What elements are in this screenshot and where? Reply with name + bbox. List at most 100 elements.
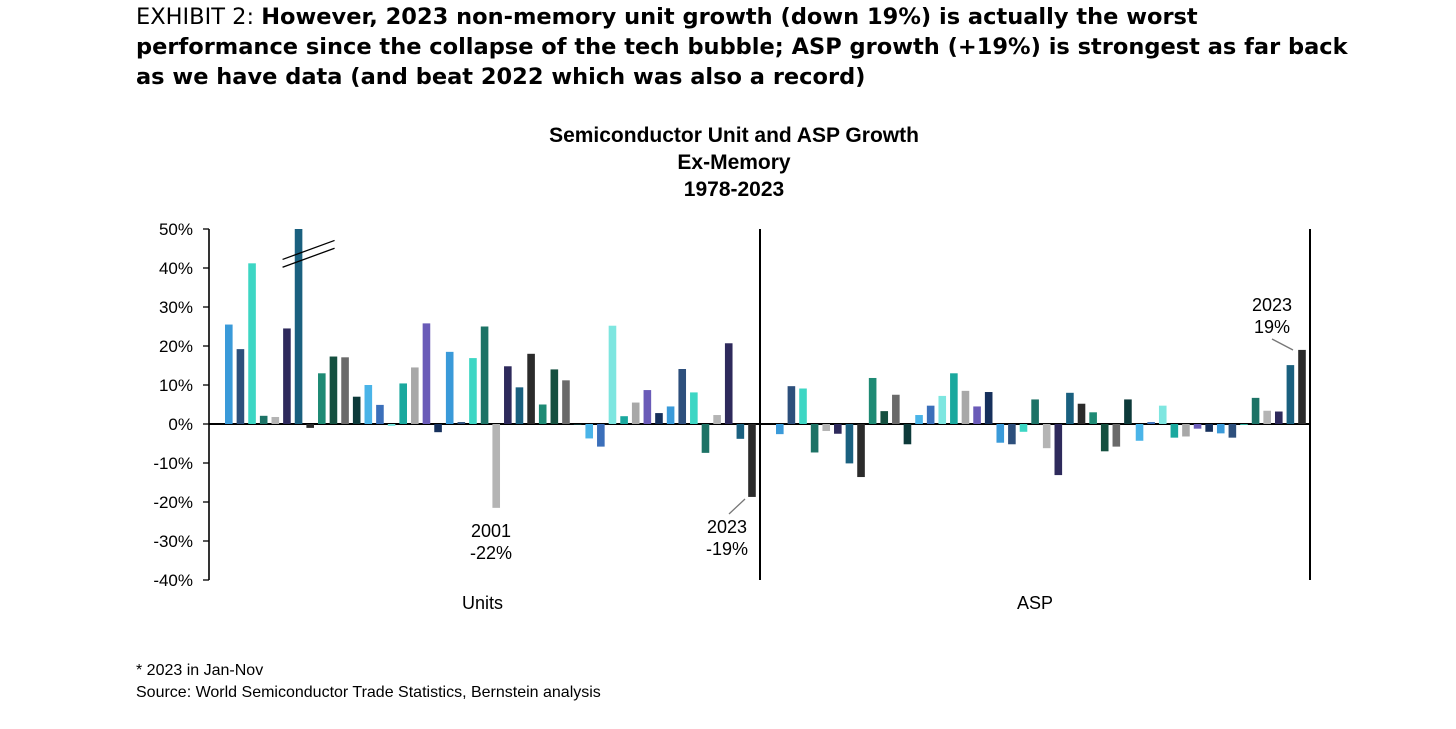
unit-asp-growth-chart: Semiconductor Unit and ASP Growth Ex-Memo… [153, 124, 1311, 613]
annotation-leader-units-2023 [728, 498, 746, 515]
bar-units-1986 [318, 373, 326, 424]
bar-units-2021 [724, 343, 733, 424]
bar-asp-1998 [1008, 424, 1016, 445]
bar-asp-1992 [938, 395, 947, 424]
bar-units-1981 [259, 415, 268, 424]
bar-asp-1985 [857, 424, 865, 478]
bar-asp-1986 [868, 377, 877, 424]
y-tick-label: 40% [159, 259, 193, 278]
y-tick-label: -10% [153, 454, 193, 473]
chart-title-line-1: Semiconductor Unit and ASP Growth [549, 124, 919, 147]
chart-title-line-3: 1978-2023 [684, 178, 784, 201]
bar-units-2008 [573, 424, 582, 425]
bar-asp-1993 [950, 373, 958, 424]
chart-notes: * 2023 in Jan-Nov Source: World Semicond… [136, 660, 601, 704]
bar-units-2023 [748, 424, 756, 497]
bar-units-2009 [585, 424, 594, 439]
bar-asp-2015 [1205, 424, 1213, 432]
y-tick-label: 50% [159, 220, 193, 239]
bar-asp-2008 [1124, 399, 1132, 424]
bar-asp-2004 [1077, 403, 1086, 424]
bar-units-1984 [294, 229, 303, 424]
bar-units-2013 [631, 402, 640, 424]
bar-asp-2001 [1042, 424, 1051, 449]
bar-units-1987 [329, 356, 338, 424]
bar-units-2016 [666, 406, 675, 424]
bar-asp-2012 [1170, 424, 1179, 438]
bar-units-1992 [387, 424, 396, 426]
bar-units-2020 [713, 415, 721, 424]
bar-asp-2003 [1066, 392, 1074, 424]
bar-asp-2018 [1240, 424, 1248, 425]
bar-units-1991 [376, 404, 384, 424]
bar-asp-1991 [926, 405, 935, 424]
bar-asp-1980 [799, 388, 807, 424]
bar-units-1982 [271, 416, 280, 424]
bar-asp-1981 [810, 424, 819, 453]
bar-asp-2009 [1135, 424, 1144, 441]
bar-units-2007 [562, 380, 570, 424]
bar-units-2011 [608, 325, 617, 424]
bar-units-2001 [492, 424, 501, 508]
bar-units-1999 [469, 358, 477, 424]
bar-asp-2007 [1112, 424, 1121, 447]
bar-units-1994 [411, 367, 419, 424]
y-tick-label: 20% [159, 337, 193, 356]
group-label-asp: ASP [1017, 593, 1053, 613]
bar-units-1983 [283, 328, 291, 424]
bar-asp-2002 [1054, 424, 1063, 476]
bar-units-2010 [597, 424, 605, 447]
bar-units-2018 [690, 392, 698, 424]
bar-units-2002 [504, 366, 512, 424]
y-tick-label: -20% [153, 493, 193, 512]
bar-units-2022 [736, 424, 745, 439]
bar-asp-2021 [1274, 411, 1283, 424]
bar-asp-2006 [1100, 424, 1109, 452]
bar-units-1988 [341, 357, 349, 424]
exhibit-label: EXHIBIT 2: [136, 4, 255, 30]
bar-units-1997 [445, 351, 454, 424]
bar-asp-1989 [903, 424, 912, 445]
bar-units-2015 [655, 413, 663, 424]
annotation-leader-asp-2023 [1271, 338, 1294, 351]
axis-break-mark-1 [282, 239, 335, 261]
y-tick-label: -40% [153, 571, 193, 590]
bar-units-2017 [678, 369, 687, 424]
bar-asp-2022 [1286, 365, 1295, 424]
bar-asp-1996 [984, 392, 993, 424]
bar-units-1998 [457, 422, 466, 424]
chart-bars [225, 229, 1306, 508]
bar-asp-1999 [1019, 424, 1028, 432]
annotation-units-2023-line-2: -19% [706, 539, 748, 559]
bar-units-1990 [364, 385, 373, 424]
bar-asp-1997 [996, 424, 1005, 443]
bar-units-2019 [701, 424, 710, 453]
group-label-units: Units [462, 593, 503, 613]
bar-units-1995 [422, 323, 431, 424]
chart-title: Semiconductor Unit and ASP Growth Ex-Memo… [549, 124, 919, 201]
bar-units-1996 [434, 424, 442, 433]
bar-units-2014 [643, 390, 652, 424]
bar-asp-2020 [1263, 410, 1271, 424]
y-tick-label: -30% [153, 532, 193, 551]
bar-asp-2005 [1089, 412, 1097, 424]
bar-asp-2010 [1147, 422, 1155, 424]
y-tick-label: 10% [159, 376, 193, 395]
bar-asp-1994 [961, 390, 970, 424]
y-tick-label: 30% [159, 298, 193, 317]
bar-asp-2019 [1251, 397, 1260, 424]
bar-asp-2000 [1031, 399, 1039, 424]
bar-units-1978 [225, 324, 233, 424]
bar-asp-1995 [973, 406, 981, 424]
bar-asp-2014 [1193, 424, 1202, 429]
bar-asp-2011 [1158, 405, 1167, 424]
bar-asp-1982 [822, 424, 831, 432]
y-tick-label: 0% [168, 415, 193, 434]
bar-asp-2017 [1228, 424, 1237, 438]
bar-units-2012 [620, 416, 628, 424]
bar-units-1989 [352, 396, 361, 424]
bar-asp-1978 [776, 424, 784, 435]
bar-units-1985 [306, 424, 314, 428]
bar-asp-1979 [787, 386, 796, 424]
